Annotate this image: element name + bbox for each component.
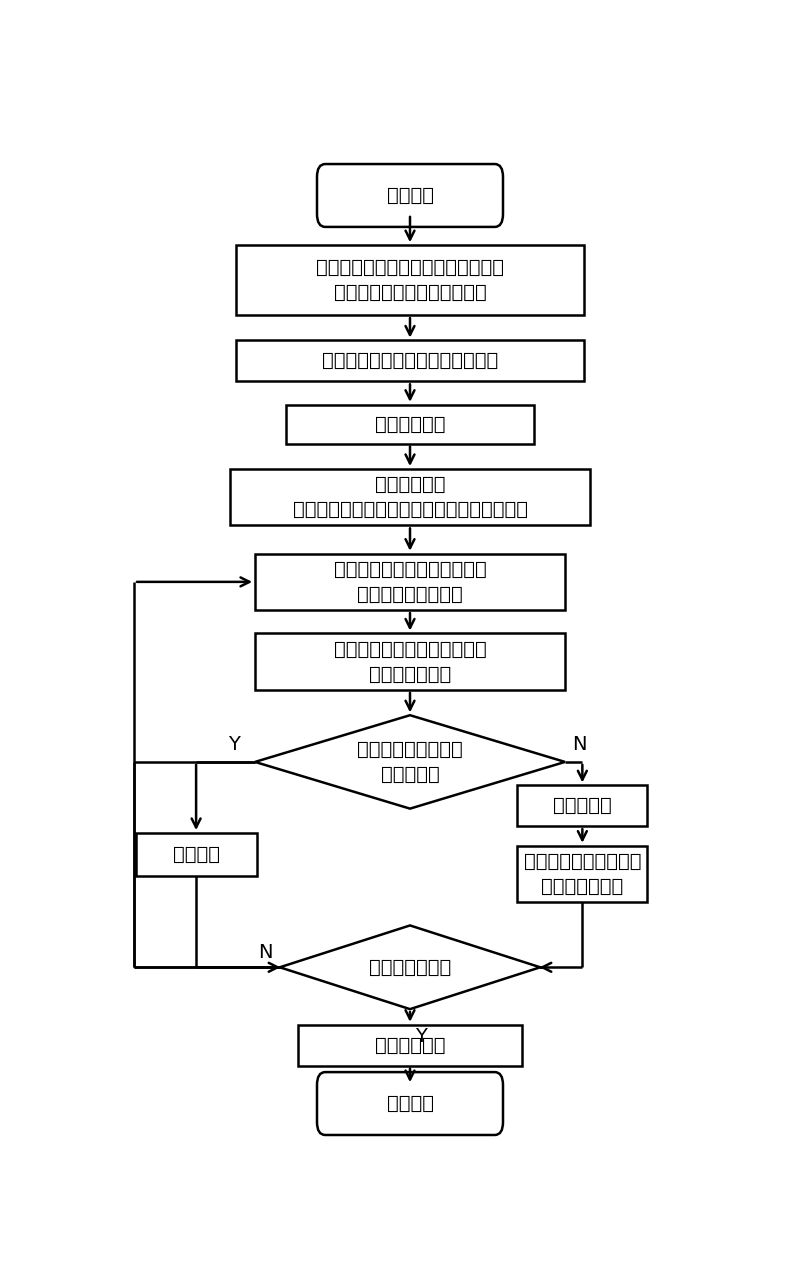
Text: 保存测试数据: 保存测试数据 (374, 1035, 446, 1054)
Text: 测试是否完成？: 测试是否完成？ (369, 958, 451, 977)
Text: Y: Y (415, 1026, 427, 1045)
Bar (255, 633, 565, 690)
Polygon shape (255, 715, 565, 809)
Bar (286, 404, 534, 444)
Text: N: N (573, 736, 587, 755)
Text: 测试结果与期望结果
是否吻合？: 测试结果与期望结果 是否吻合？ (357, 739, 463, 784)
Text: Y: Y (228, 736, 239, 755)
Text: 测试未通过: 测试未通过 (553, 796, 612, 815)
Bar (255, 554, 565, 611)
Bar (230, 469, 590, 526)
FancyBboxPatch shape (317, 1072, 503, 1135)
Text: 正确连接上位机、信号调理板、被测
控制器和负载箱，并启动系统: 正确连接上位机、信号调理板、被测 控制器和负载箱，并启动系统 (316, 258, 504, 302)
Bar (136, 833, 257, 876)
Bar (518, 785, 647, 827)
FancyBboxPatch shape (317, 164, 503, 228)
Text: 测试通过: 测试通过 (173, 844, 219, 863)
Polygon shape (280, 925, 540, 1009)
Text: 测试开始: 测试开始 (386, 186, 434, 205)
Text: 上位机读取被测控制器的输出
信号和时序特征: 上位机读取被测控制器的输出 信号和时序特征 (334, 640, 486, 684)
Text: 上位机根据测试用例输出相应
信号，并启动定时器: 上位机根据测试用例输出相应 信号，并启动定时器 (334, 560, 486, 604)
Text: 测试结束: 测试结束 (386, 1095, 434, 1114)
Bar (237, 340, 584, 382)
Bar (298, 1025, 522, 1066)
Bar (237, 245, 584, 315)
Text: 加载测试用例: 加载测试用例 (374, 415, 446, 434)
Text: 选择测试项目
（对某一功能进行测试还是对整体功能测试）: 选择测试项目 （对某一功能进行测试还是对整体功能测试） (293, 475, 527, 520)
Text: 在人机交互界面点亮相
应的指示灯报警: 在人机交互界面点亮相 应的指示灯报警 (524, 852, 641, 896)
Text: 根据被测控制器打开相应测试工程: 根据被测控制器打开相应测试工程 (322, 351, 498, 370)
Text: N: N (258, 943, 272, 962)
Bar (518, 846, 647, 902)
